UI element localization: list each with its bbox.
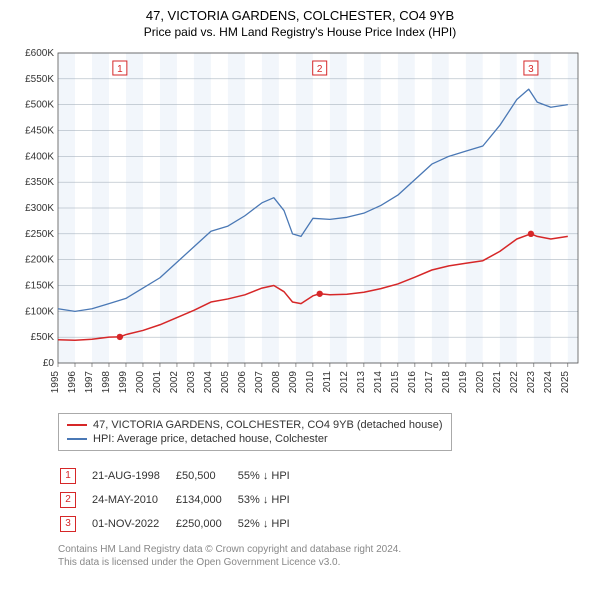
- svg-text:2012: 2012: [339, 371, 350, 394]
- svg-text:1999: 1999: [118, 371, 129, 394]
- svg-text:£600K: £600K: [25, 48, 54, 59]
- svg-text:2000: 2000: [135, 371, 146, 394]
- legend-swatch: [67, 438, 87, 440]
- svg-text:2019: 2019: [458, 371, 469, 394]
- svg-text:2011: 2011: [322, 371, 333, 393]
- svg-text:2007: 2007: [254, 371, 265, 394]
- svg-text:£500K: £500K: [25, 100, 54, 111]
- marker-date: 01-NOV-2022: [92, 513, 174, 535]
- footer: Contains HM Land Registry data © Crown c…: [58, 543, 590, 569]
- marker-row: 2 24-MAY-2010£134,00053% ↓ HPI: [60, 489, 304, 511]
- marker-row: 3 01-NOV-2022£250,00052% ↓ HPI: [60, 513, 304, 535]
- legend-item: HPI: Average price, detached house, Colc…: [67, 432, 443, 446]
- svg-text:£0: £0: [43, 358, 55, 369]
- svg-text:2015: 2015: [390, 371, 401, 394]
- svg-text:2020: 2020: [475, 371, 486, 394]
- legend-label: 47, VICTORIA GARDENS, COLCHESTER, CO4 9Y…: [93, 419, 443, 431]
- marker-delta: 55% ↓ HPI: [238, 465, 304, 487]
- marker-badge: 2: [60, 492, 76, 508]
- plot-area: £0 £50K £100K £150K £200K £250K £300K £350K £400…: [10, 47, 590, 407]
- marker-price: £50,500: [176, 465, 236, 487]
- legend: 47, VICTORIA GARDENS, COLCHESTER, CO4 9Y…: [58, 413, 452, 451]
- chart-container: 47, VICTORIA GARDENS, COLCHESTER, CO4 9Y…: [0, 0, 600, 579]
- marker-badge: 1: [60, 468, 76, 484]
- svg-text:2010: 2010: [305, 371, 316, 394]
- svg-text:£400K: £400K: [25, 151, 54, 162]
- svg-text:£250K: £250K: [25, 229, 54, 240]
- marker-delta: 52% ↓ HPI: [238, 513, 304, 535]
- svg-text:£550K: £550K: [25, 74, 54, 85]
- footer-line-1: Contains HM Land Registry data © Crown c…: [58, 543, 590, 556]
- svg-text:£100K: £100K: [25, 306, 54, 317]
- chart-subtitle: Price paid vs. HM Land Registry's House …: [10, 25, 590, 39]
- svg-text:2002: 2002: [169, 371, 180, 394]
- svg-text:2: 2: [317, 64, 323, 75]
- marker-price: £250,000: [176, 513, 236, 535]
- marker-row: 1 21-AUG-1998£50,50055% ↓ HPI: [60, 465, 304, 487]
- marker-badge: 3: [60, 516, 76, 532]
- marker-table: 1 21-AUG-1998£50,50055% ↓ HPI 2 24-MAY-2010…: [58, 463, 306, 537]
- svg-text:1: 1: [117, 64, 123, 75]
- marker-date: 24-MAY-2010: [92, 489, 174, 511]
- svg-text:2004: 2004: [203, 371, 214, 394]
- svg-text:£50K: £50K: [31, 332, 55, 343]
- svg-text:2017: 2017: [424, 371, 435, 394]
- svg-text:£450K: £450K: [25, 126, 54, 137]
- svg-text:2009: 2009: [288, 371, 299, 394]
- svg-text:1997: 1997: [84, 371, 95, 394]
- svg-text:2005: 2005: [220, 371, 231, 394]
- svg-text:2024: 2024: [543, 371, 554, 394]
- svg-text:£150K: £150K: [25, 281, 54, 292]
- svg-text:£350K: £350K: [25, 177, 54, 188]
- marker-price: £134,000: [176, 489, 236, 511]
- svg-text:2025: 2025: [560, 371, 571, 394]
- svg-text:2021: 2021: [492, 371, 503, 394]
- svg-text:2022: 2022: [509, 371, 520, 394]
- svg-text:2013: 2013: [356, 371, 367, 394]
- footer-line-2: This data is licensed under the Open Gov…: [58, 556, 590, 569]
- svg-text:1996: 1996: [67, 371, 78, 394]
- svg-text:2018: 2018: [441, 371, 452, 394]
- svg-text:3: 3: [528, 64, 534, 75]
- chart-title: 47, VICTORIA GARDENS, COLCHESTER, CO4 9Y…: [10, 8, 590, 23]
- chart-svg: £0 £50K £100K £150K £200K £250K £300K £350K £400…: [10, 47, 590, 407]
- svg-text:2003: 2003: [186, 371, 197, 394]
- marker-date: 21-AUG-1998: [92, 465, 174, 487]
- svg-text:2008: 2008: [271, 371, 282, 394]
- legend-swatch: [67, 424, 87, 426]
- svg-text:1998: 1998: [101, 371, 112, 394]
- svg-text:2023: 2023: [526, 371, 537, 394]
- svg-text:1995: 1995: [50, 371, 61, 394]
- legend-item: 47, VICTORIA GARDENS, COLCHESTER, CO4 9Y…: [67, 418, 443, 432]
- svg-text:2014: 2014: [373, 371, 384, 394]
- svg-text:2006: 2006: [237, 371, 248, 394]
- marker-delta: 53% ↓ HPI: [238, 489, 304, 511]
- svg-text:2001: 2001: [152, 371, 163, 394]
- svg-text:£300K: £300K: [25, 203, 54, 214]
- svg-text:£200K: £200K: [25, 255, 54, 266]
- legend-label: HPI: Average price, detached house, Colc…: [93, 433, 328, 445]
- svg-text:2016: 2016: [407, 371, 418, 394]
